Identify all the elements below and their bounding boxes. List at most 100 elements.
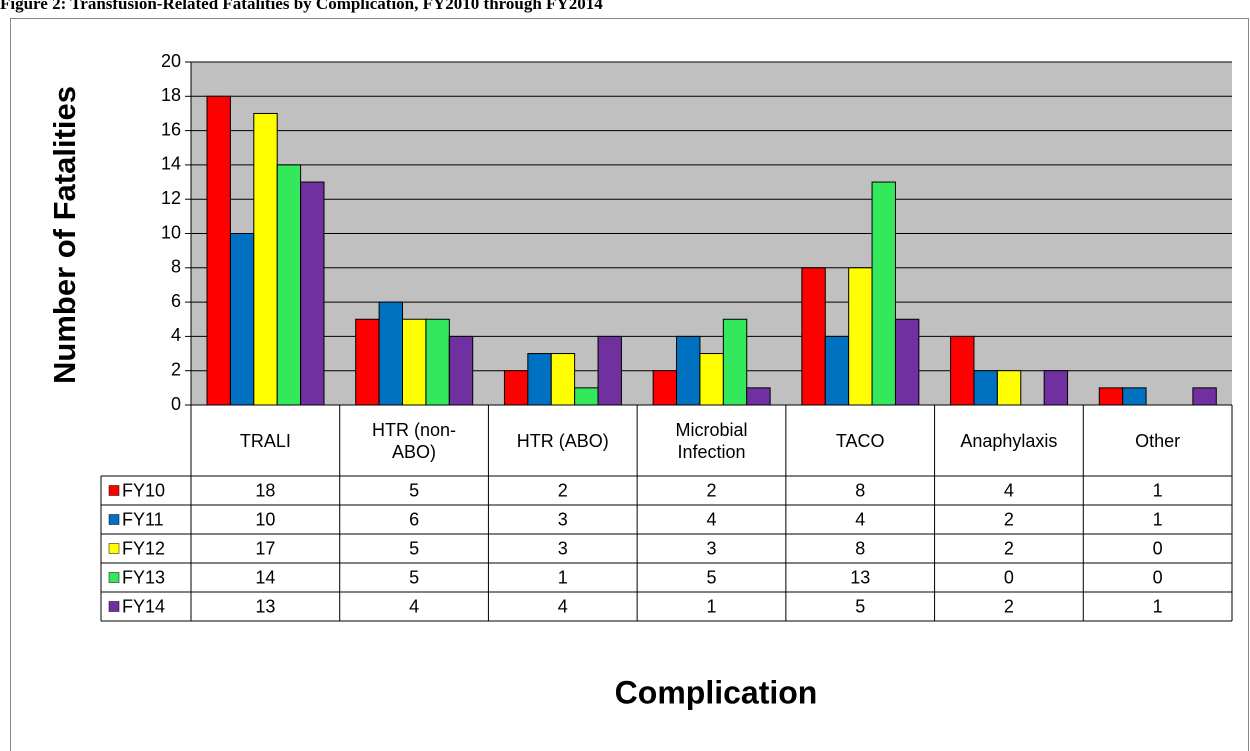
table-value: 13: [850, 567, 870, 587]
category-text: Microbial Infection: [675, 419, 748, 462]
table-value: 3: [706, 538, 716, 558]
bar: [894, 318, 920, 406]
category-text: TACO: [835, 430, 885, 451]
table-value: 2: [558, 480, 568, 500]
table-value: 5: [855, 596, 865, 616]
legend-label: FY10: [122, 480, 165, 500]
table-value: 4: [706, 509, 716, 529]
bar: [503, 370, 529, 406]
table-value: 1: [1153, 480, 1163, 500]
bar: [871, 181, 896, 406]
x-tick-label: Other: [1083, 405, 1232, 476]
bar: [1122, 387, 1147, 406]
y-tick-label: 16: [161, 119, 181, 139]
x-tick-label: Anaphylaxis: [935, 405, 1084, 476]
bar: [652, 370, 678, 406]
table-value: 18: [255, 480, 275, 500]
bar: [950, 335, 975, 406]
y-tick-label: 2: [171, 359, 181, 379]
y-tick-label: 14: [161, 154, 181, 174]
bar: [425, 318, 450, 406]
x-axis-title: Complication: [615, 674, 818, 710]
table-value: 17: [255, 538, 275, 558]
y-tick-label: 12: [161, 188, 181, 208]
y-tick-label: 6: [171, 291, 181, 311]
legend-label: FY12: [122, 538, 165, 558]
table-value: 4: [409, 596, 419, 616]
table-value: 1: [1153, 509, 1163, 529]
x-tick-label: TACO: [786, 405, 935, 476]
x-tick-label: HTR (ABO): [488, 405, 637, 476]
x-tick-label: TRALI: [191, 405, 340, 476]
legend-label: FY14: [122, 596, 165, 616]
table-value: 1: [558, 567, 568, 587]
x-tick-label: HTR (non-ABO): [340, 405, 489, 476]
table-value: 14: [255, 567, 275, 587]
bar: [402, 318, 427, 406]
table-value: 0: [1004, 567, 1014, 587]
legend-swatch: [108, 514, 120, 525]
bar: [527, 353, 552, 406]
table-value: 1: [1153, 596, 1163, 616]
bar: [378, 301, 404, 406]
legend-swatch: [108, 572, 120, 583]
bar: [824, 335, 850, 406]
table-value: 0: [1153, 567, 1163, 587]
bar: [300, 181, 325, 406]
table-value: 8: [855, 538, 865, 558]
bar: [676, 335, 701, 406]
chart-border: [10, 18, 1249, 751]
table-value: 2: [1004, 509, 1014, 529]
bar: [574, 387, 599, 406]
table-value: 5: [409, 480, 419, 500]
bar: [448, 335, 474, 406]
bar: [722, 318, 748, 406]
table-value: 6: [409, 509, 419, 529]
bar: [996, 370, 1022, 406]
bar: [746, 387, 771, 406]
x-tick-label: Microbial Infection: [637, 405, 786, 476]
table-value: 4: [558, 596, 568, 616]
y-tick-label: 0: [171, 394, 181, 414]
legend-swatch: [108, 485, 120, 496]
chart-title: Figure 2: Transfusion-Related Fatalities…: [0, 0, 603, 13]
bar: [206, 95, 231, 406]
table-value: 2: [706, 480, 716, 500]
bar: [848, 267, 873, 406]
table-value: 5: [409, 567, 419, 587]
bar: [355, 318, 380, 406]
table-value: 3: [558, 509, 568, 529]
category-text: HTR (ABO): [516, 430, 609, 451]
legend-label: FY11: [122, 509, 164, 529]
legend-label: FY13: [122, 567, 165, 587]
bar: [699, 353, 724, 406]
y-tick-label: 8: [171, 257, 181, 277]
category-text: HTR (non-ABO): [372, 419, 457, 462]
table-value: 2: [1004, 596, 1014, 616]
table-value: 1: [706, 596, 716, 616]
y-tick-label: 18: [161, 85, 181, 105]
table-value: 0: [1153, 538, 1163, 558]
bar: [276, 164, 302, 406]
y-tick-label: 10: [161, 222, 181, 242]
table-value: 3: [558, 538, 568, 558]
table-value: 5: [409, 538, 419, 558]
bar: [1098, 387, 1124, 406]
bar: [1192, 387, 1217, 406]
table-value: 4: [855, 509, 865, 529]
table-value: 2: [1004, 538, 1014, 558]
table-value: 5: [706, 567, 716, 587]
bar: [801, 267, 826, 406]
bar: [597, 335, 622, 406]
table-value: 10: [255, 509, 275, 529]
legend-swatch: [108, 543, 120, 554]
bar: [973, 370, 998, 406]
table-value: 13: [255, 596, 275, 616]
category-text: Other: [1135, 430, 1181, 451]
table-value: 4: [1004, 480, 1014, 500]
bar: [229, 233, 255, 406]
bar: [1043, 370, 1069, 406]
bar: [253, 112, 278, 406]
